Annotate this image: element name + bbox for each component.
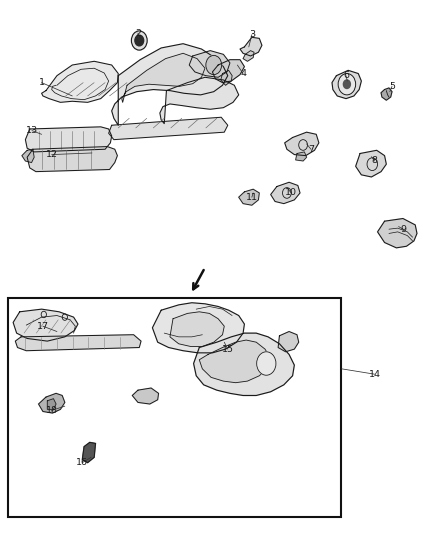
Polygon shape [132, 388, 159, 404]
Text: 16: 16 [76, 458, 88, 467]
Circle shape [206, 55, 222, 75]
Text: 10: 10 [285, 189, 297, 197]
Circle shape [343, 80, 350, 88]
Bar [8, 298, 341, 517]
Text: 14: 14 [368, 370, 381, 378]
Polygon shape [13, 309, 78, 341]
Polygon shape [378, 219, 417, 248]
Polygon shape [278, 332, 299, 352]
Text: 4: 4 [240, 69, 246, 78]
Text: 6: 6 [343, 71, 349, 80]
Polygon shape [194, 333, 294, 395]
Polygon shape [25, 127, 112, 152]
Polygon shape [240, 37, 262, 56]
Text: 2: 2 [135, 29, 141, 37]
Text: 9: 9 [400, 225, 406, 233]
Circle shape [257, 352, 276, 375]
Text: 13: 13 [26, 126, 38, 135]
Polygon shape [47, 399, 56, 409]
Polygon shape [42, 61, 118, 102]
Polygon shape [212, 60, 244, 83]
Text: 5: 5 [389, 82, 395, 91]
Polygon shape [332, 70, 361, 99]
Polygon shape [27, 147, 117, 172]
Circle shape [338, 74, 356, 95]
Text: 17: 17 [37, 322, 49, 330]
Text: 18: 18 [46, 406, 58, 415]
Polygon shape [170, 312, 224, 346]
Text: 3: 3 [249, 30, 255, 39]
Text: 1: 1 [39, 78, 45, 87]
Polygon shape [189, 51, 230, 77]
Circle shape [135, 35, 144, 46]
Text: 15: 15 [222, 345, 234, 353]
Polygon shape [296, 152, 307, 161]
Text: 8: 8 [371, 157, 378, 165]
Polygon shape [152, 303, 244, 353]
Polygon shape [285, 132, 319, 156]
Polygon shape [381, 88, 392, 100]
Polygon shape [271, 182, 300, 204]
Polygon shape [199, 340, 271, 383]
Polygon shape [15, 335, 141, 351]
Polygon shape [160, 77, 239, 124]
Polygon shape [243, 51, 254, 61]
Polygon shape [109, 117, 228, 140]
Text: 11: 11 [246, 193, 258, 201]
Polygon shape [356, 150, 386, 177]
Text: 12: 12 [46, 150, 58, 159]
Polygon shape [82, 442, 95, 463]
Polygon shape [122, 53, 205, 102]
Polygon shape [39, 393, 65, 413]
Polygon shape [112, 44, 228, 125]
Polygon shape [221, 70, 232, 85]
Text: 7: 7 [308, 145, 314, 154]
Polygon shape [22, 149, 34, 163]
Circle shape [131, 31, 147, 50]
Polygon shape [239, 189, 259, 205]
